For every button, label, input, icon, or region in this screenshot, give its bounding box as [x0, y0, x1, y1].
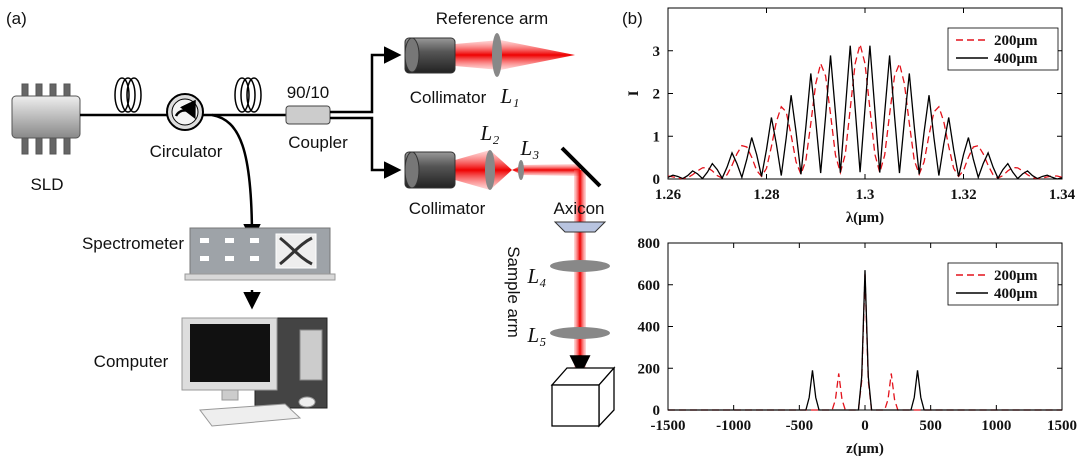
- y-tick-label: 1: [653, 129, 661, 145]
- y-tick-label: 0: [653, 172, 661, 188]
- label: Reference arm: [436, 9, 548, 28]
- data-line: [667, 44, 1063, 180]
- x-tick-label: 500: [919, 418, 942, 434]
- legend-label: 200μm: [994, 33, 1038, 49]
- label: Spectrometer: [82, 234, 184, 253]
- data-line: [668, 270, 1062, 411]
- x-tick-label: 1500: [1047, 418, 1077, 434]
- panel-label: (b): [622, 9, 643, 28]
- x-tick-label: -1000: [716, 418, 751, 434]
- x-tick-label: 1.34: [1049, 187, 1076, 203]
- label: L₄: [527, 264, 547, 288]
- label: 90/10: [287, 83, 330, 102]
- diagram-labels: SLD Circulator 90/10 Coupler Reference a…: [30, 9, 604, 371]
- data-line: [667, 45, 1063, 180]
- label: Circulator: [150, 142, 223, 161]
- x-tick-label: -500: [786, 418, 814, 434]
- x-tick-label: 1.32: [950, 187, 976, 203]
- y-tick-label: 800: [638, 236, 661, 252]
- panel-label: (a): [6, 9, 27, 28]
- label: Coupler: [288, 133, 348, 152]
- charts: 1.26 1.28 1.3 1.32 1.34 0 1 2 3 λ(μm) I 200μm 400μm -…: [626, 7, 1077, 457]
- y-tick-label: 0: [653, 403, 661, 419]
- label: L₂: [480, 121, 500, 145]
- label: L₅: [527, 323, 547, 347]
- legend-label: 200μm: [994, 268, 1038, 284]
- label: L₁: [500, 84, 520, 108]
- x-axis-label: z(μm): [846, 441, 884, 457]
- label: L₃: [520, 136, 540, 160]
- label: Computer: [94, 352, 169, 371]
- x-tick-label: 1.26: [655, 187, 682, 203]
- y-tick-label: 600: [638, 278, 661, 294]
- y-tick-label: 3: [653, 44, 661, 60]
- label: Collimator: [409, 199, 486, 218]
- y-tick-label: 400: [638, 320, 661, 336]
- x-axis-label: λ(μm): [846, 210, 884, 226]
- y-tick-label: 2: [653, 87, 661, 103]
- x-tick-label: 0: [861, 418, 869, 434]
- x-tick-label: 1.3: [856, 187, 875, 203]
- label: SLD: [30, 175, 63, 194]
- x-tick-label: -1500: [651, 418, 686, 434]
- legend-label: 400μm: [994, 51, 1038, 67]
- x-tick-label: 1.28: [753, 187, 779, 203]
- legend-box: [947, 262, 1059, 306]
- x-tick-label: 1000: [981, 418, 1011, 434]
- label: Collimator: [410, 88, 487, 107]
- label: Axicon: [553, 199, 604, 218]
- y-tick-label: 200: [638, 361, 661, 377]
- legend-box: [947, 27, 1059, 71]
- legend-label: 400μm: [994, 286, 1038, 302]
- setup-diagram: [11, 33, 616, 428]
- y-axis-label: I: [626, 90, 642, 96]
- label: Sample arm: [504, 246, 523, 338]
